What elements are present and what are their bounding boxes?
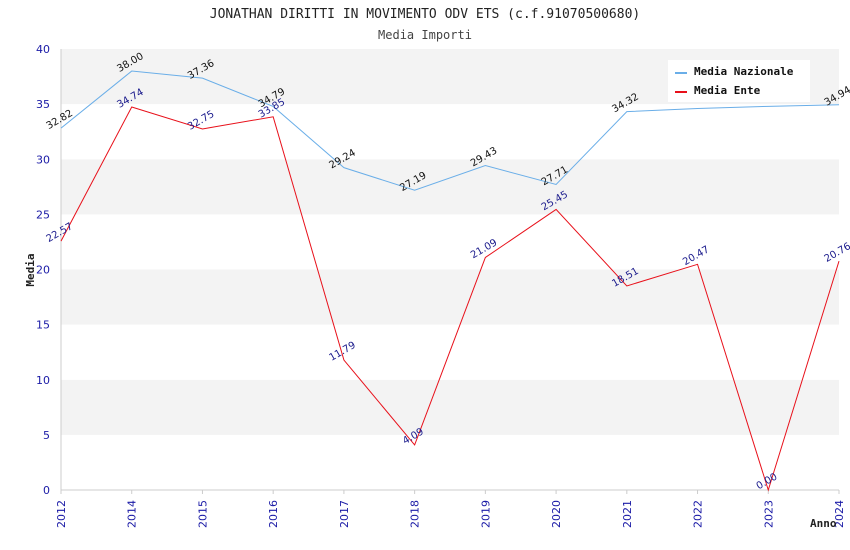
x-tick-label: 2017 [338,500,351,528]
grid-band [61,159,839,215]
x-axis-label: Anno [810,517,837,530]
chart-title: JONATHAN DIRITTI IN MOVIMENTO ODV ETS (c… [210,7,640,22]
y-tick-label: 5 [43,429,50,442]
y-tick-label: 30 [36,153,50,166]
x-tick-label: 2021 [621,500,634,528]
x-tick-label: 2015 [196,500,209,528]
x-tick-label: 2014 [126,500,139,528]
series-lines [60,70,840,492]
series-line-media-nazionale [60,70,840,191]
legend: Media Nazionale Media Ente [668,60,810,102]
x-tick-label: 2016 [267,500,280,528]
series-line-media-ente [60,106,840,492]
y-tick-label: 10 [36,374,50,387]
y-axis-label: Media [24,253,37,286]
grid-bands [60,49,839,491]
y-tick-label: 40 [36,43,50,56]
legend-label-nazionale: Media Nazionale [694,65,794,78]
grid-band [61,434,839,490]
x-tick-label: 2012 [55,500,68,528]
x-axis-ticks: 2012 2014 2015 2016 2017 2018 2019 2020 2021 2022… [55,490,846,528]
x-tick-label: 2022 [692,500,705,528]
y-axis-ticks: 0 5 10 15 20 25 30 35 40 [36,43,50,497]
y-tick-label: 25 [36,208,50,221]
grid-band [61,104,839,160]
y-tick-label: 0 [43,484,50,497]
y-tick-label: 35 [36,98,50,111]
legend-label-ente: Media Ente [694,84,761,97]
x-tick-label: 2020 [550,500,563,528]
y-tick-label: 20 [36,264,50,277]
x-tick-label: 2023 [762,500,775,528]
grid-band [61,214,839,270]
x-tick-label: 2018 [409,500,422,528]
grid-band [61,379,839,435]
y-tick-label: 15 [36,319,50,332]
x-tick-label: 2019 [479,500,492,528]
legend-box [668,60,810,102]
chart-subtitle: Media Importi [378,28,472,42]
x-tick-label: 2024 [833,500,846,528]
grid-band [61,269,839,325]
